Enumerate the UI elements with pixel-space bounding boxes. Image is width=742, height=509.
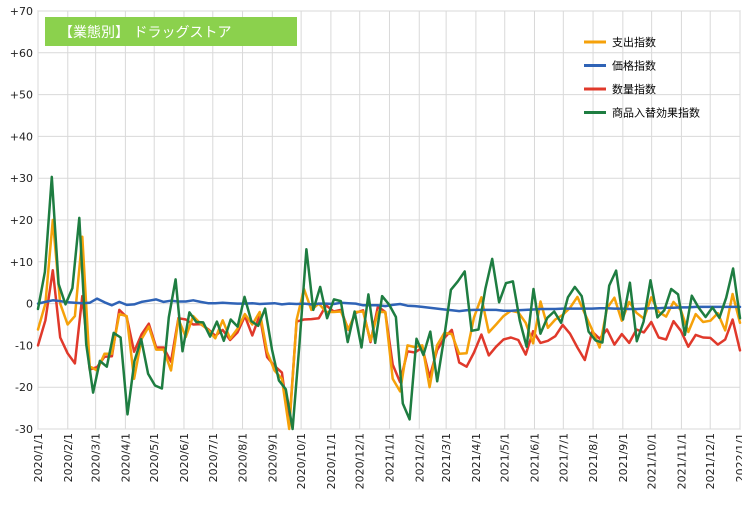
chart-title-box: 【業態別】 ドラッグストア: [45, 17, 297, 46]
y-tick-label: +60: [10, 47, 33, 60]
x-tick-label: 2020/5/1: [148, 433, 161, 482]
x-tick-label: 2021/10/1: [646, 433, 659, 489]
x-tick-label: 2020/7/1: [207, 433, 220, 482]
x-tick-label: 2021/9/1: [617, 433, 630, 482]
x-tick-label: 2020/9/1: [266, 433, 279, 482]
x-tick-label: 2020/4/1: [119, 433, 132, 482]
x-tick-label: 2020/10/1: [295, 433, 308, 489]
x-tick-label: 2021/2/1: [413, 433, 426, 482]
x-tick-label: 2021/4/1: [470, 433, 483, 482]
y-tick-label: +70: [10, 5, 33, 18]
y-axis-ticks: +70 +60 +50 +40 +30 +20 +10 0 -10 -20 -30: [10, 5, 33, 436]
x-tick-label: 2021/7/1: [557, 433, 570, 482]
x-tick-label: 2020/2/1: [62, 433, 75, 482]
x-tick-label: 2021/1/1: [383, 433, 396, 482]
y-tick-label: -20: [15, 381, 33, 394]
chart-title-background: [45, 17, 297, 46]
y-tick-label: +20: [10, 214, 33, 227]
legend-label: 数量指数: [612, 82, 656, 96]
x-tick-label: 2021/8/1: [587, 433, 600, 482]
chart-title: 【業態別】 ドラッグストア: [59, 25, 231, 41]
x-tick-label: 2021/11/1: [675, 433, 688, 489]
x-tick-label: 2020/12/1: [354, 433, 367, 489]
x-tick-label: 2020/11/1: [325, 433, 338, 489]
x-tick-label: 2021/3/1: [440, 433, 453, 482]
legend-label: 商品入替効果指数: [612, 106, 700, 120]
legend-label: 価格指数: [612, 59, 656, 73]
series-line-3: [36, 175, 742, 431]
series-lines: [36, 175, 742, 431]
y-tick-label: +30: [10, 172, 33, 185]
y-tick-label: +10: [10, 256, 33, 269]
x-tick-label: 2020/3/1: [90, 433, 103, 482]
y-tick-label: -10: [15, 339, 33, 352]
x-tick-label: 2021/12/1: [704, 433, 717, 489]
x-tick-label: 2020/8/1: [237, 433, 250, 482]
x-tick-label: 2021/5/1: [499, 433, 512, 482]
y-tick-label: +50: [10, 89, 33, 102]
x-tick-label: 2020/6/1: [178, 433, 191, 482]
y-tick-label: 0: [26, 298, 33, 311]
legend-label: 支出指数: [612, 35, 656, 49]
x-tick-label: 2021/6/1: [528, 433, 541, 482]
y-tick-label: -30: [15, 423, 33, 436]
y-tick-label: +40: [10, 130, 33, 143]
x-axis-ticks: 2020/1/1 2020/2/1 2020/3/1 2020/4/1 2020/5/1…: [32, 433, 742, 489]
x-tick-label: 2022/1/1: [734, 433, 742, 482]
x-tick-label: 2020/1/1: [32, 433, 45, 482]
